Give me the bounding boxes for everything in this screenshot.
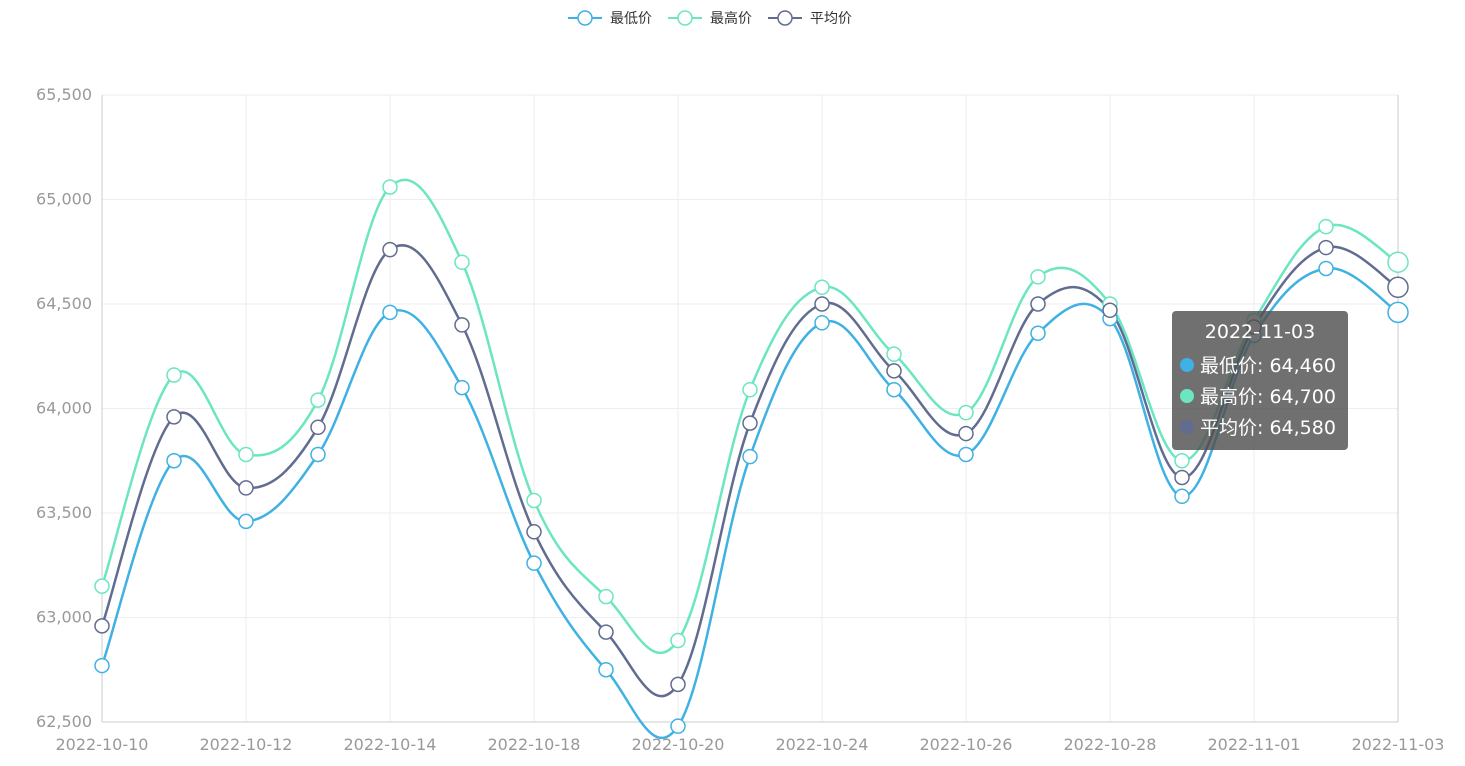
tooltip-dot-max [1180,388,1194,403]
data-point-max [886,346,902,362]
data-point-avg [238,480,254,496]
data-point-max [382,179,398,195]
legend-marker-min [568,10,602,26]
x-tick-label: 2022-11-03 [1352,735,1445,754]
data-point-min [526,555,542,571]
data-point-max [238,446,254,463]
tooltip-dot-min [1180,357,1194,372]
data-point-avg [598,624,614,640]
y-tick-label: 65,500 [36,85,92,104]
tooltip: 2022-11-03 最低价: 64,460 最高价: 64,700 平均价: … [1172,311,1348,450]
y-tick-label: 64,000 [36,399,92,418]
data-point-avg [814,296,830,312]
data-point-max [1318,218,1334,235]
legend-marker-avg [768,10,802,26]
data-point-avg [526,524,542,540]
data-point-min [814,315,830,331]
data-point-avg [1030,296,1046,312]
data-point-min [742,448,758,465]
data-point-avg [94,618,110,634]
data-point-min [598,662,614,678]
legend-item-avg[interactable]: 平均价 [766,8,852,28]
x-tick-label: 2022-10-24 [776,735,869,754]
data-point-min [454,379,470,396]
tooltip-value-avg: 平均价: 64,580 [1200,417,1336,439]
data-point-min [958,446,974,463]
data-point-min [310,446,326,463]
tooltip-row-max: 最高价: 64,700 [1180,380,1340,411]
data-point-max [526,492,542,509]
x-tick-label: 2022-10-18 [488,735,581,754]
y-tick-label: 63,000 [36,608,92,627]
tooltip-dot-avg [1180,419,1194,434]
data-point-min [1318,260,1334,277]
data-point-min [238,513,254,530]
data-point-avg [1318,239,1334,256]
data-point-max [1174,453,1190,469]
x-tick-label: 2022-10-28 [1064,735,1157,754]
data-point-max [94,578,110,594]
data-point-avg [1387,276,1409,299]
data-point-avg [310,419,326,436]
data-point-max [670,632,686,649]
x-tick-label: 2022-10-14 [344,735,437,754]
tooltip-value-max: 最高价: 64,700 [1200,386,1336,408]
data-point-max [958,404,974,421]
legend-item-min[interactable]: 最低价 [566,8,652,28]
data-point-max [166,367,182,383]
legend-label-min: 最低价 [610,11,652,27]
data-point-avg [1102,302,1118,319]
data-point-min [94,657,110,674]
data-point-avg [454,317,470,333]
legend-label-avg: 平均价 [810,11,852,27]
legend-item-max[interactable]: 最高价 [666,8,752,28]
data-point-max [598,588,614,605]
tooltip-row-avg: 平均价: 64,580 [1180,411,1340,442]
legend-label-max: 最高价 [710,11,752,27]
tooltip-value-min: 最低价: 64,460 [1200,355,1336,377]
data-point-avg [958,425,974,442]
data-point-avg [166,409,182,425]
data-point-min [886,381,902,398]
data-point-max [310,392,326,408]
data-point-min [1387,301,1409,324]
data-point-min [670,718,686,734]
y-tick-label: 63,500 [36,503,92,522]
data-point-avg [382,241,398,258]
data-point-min [1030,325,1046,342]
data-point-max [814,279,830,296]
x-tick-label: 2022-10-12 [200,735,293,754]
data-point-avg [886,363,902,379]
tooltip-title: 2022-11-03 [1204,321,1316,343]
data-point-max [742,381,758,398]
data-point-avg [670,676,686,693]
data-point-avg [742,415,758,431]
x-tick-label: 2022-10-26 [920,735,1013,754]
data-point-min [382,304,398,321]
data-point-max [454,254,470,270]
y-tick-label: 62,500 [36,712,92,731]
data-point-max [1030,269,1046,285]
data-point-min [166,453,182,469]
data-point-min [1174,488,1190,505]
x-tick-label: 2022-10-10 [56,735,149,754]
x-tick-label: 2022-10-20 [632,735,725,754]
y-tick-label: 65,000 [36,190,92,209]
data-point-avg [1174,469,1190,486]
legend: 最低价 最高价 平均价 [566,8,852,28]
y-tick-label: 64,500 [36,294,92,313]
legend-marker-max [668,10,702,26]
tooltip-row-min: 最低价: 64,460 [1180,349,1340,380]
x-tick-label: 2022-11-01 [1208,735,1301,754]
data-point-max [1387,251,1409,273]
